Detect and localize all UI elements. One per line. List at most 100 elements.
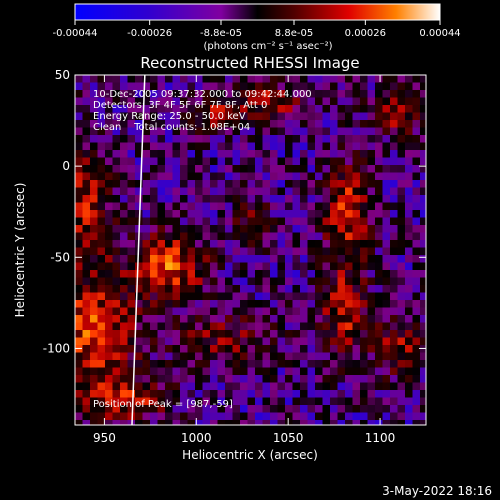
heatmap-cell: [240, 315, 248, 323]
heatmap-cell: [112, 225, 121, 233]
heatmap-cell: [360, 397, 368, 406]
heatmap-cell: [270, 135, 278, 143]
heatmap-cell: [375, 82, 383, 91]
heatmap-cell: [277, 405, 286, 413]
heatmap-cell: [142, 240, 151, 248]
heatmap-cell: [112, 127, 121, 136]
heatmap-cell: [150, 82, 158, 91]
heatmap-cell: [322, 330, 331, 338]
heatmap-cell: [217, 285, 226, 293]
heatmap-cell: [390, 97, 398, 106]
heatmap-cell: [97, 270, 106, 278]
heatmap-cell: [180, 240, 188, 248]
heatmap-cell: [330, 345, 338, 353]
heatmap-cell: [195, 217, 203, 226]
heatmap-cell: [105, 360, 113, 368]
heatmap-cell: [217, 217, 226, 226]
heatmap-cell: [322, 105, 331, 113]
heatmap-cell: [75, 292, 83, 301]
heatmap-cell: [165, 97, 173, 106]
heatmap-cell: [315, 262, 323, 271]
heatmap-cell: [142, 277, 151, 286]
heatmap-cell: [97, 127, 106, 136]
heatmap-cell: [165, 225, 173, 233]
heatmap-cell: [412, 97, 421, 106]
heatmap-cell: [82, 232, 91, 241]
heatmap-cell: [150, 255, 158, 263]
heatmap-cell: [360, 420, 368, 425]
heatmap-cell: [382, 315, 391, 323]
heatmap-cell: [82, 97, 91, 106]
heatmap-cell: [150, 247, 158, 256]
heatmap-cell: [397, 247, 406, 256]
heatmap-cell: [120, 255, 128, 263]
heatmap-cell: [262, 120, 271, 128]
heatmap-cell: [292, 390, 301, 398]
heatmap-cell: [202, 172, 211, 181]
heatmap-cell: [315, 345, 323, 353]
heatmap-cell: [165, 315, 173, 323]
heatmap-cell: [345, 330, 353, 338]
heatmap-cell: [180, 412, 188, 421]
heatmap-cell: [360, 187, 368, 196]
heatmap-cell: [135, 165, 143, 173]
heatmap-cell: [97, 120, 106, 128]
heatmap-cell: [187, 352, 196, 361]
heatmap-cell: [82, 90, 91, 98]
heatmap-cell: [135, 382, 143, 391]
heatmap-cell: [285, 420, 293, 425]
heatmap-cell: [180, 285, 188, 293]
heatmap-cell: [270, 225, 278, 233]
heatmap-cell: [75, 247, 83, 256]
heatmap-cell: [315, 232, 323, 241]
heatmap-cell: [232, 82, 241, 91]
heatmap-cell: [277, 210, 286, 218]
heatmap-cell: [240, 360, 248, 368]
heatmap-cell: [90, 225, 98, 233]
heatmap-cell: [292, 345, 301, 353]
heatmap-cell: [270, 142, 278, 151]
heatmap-cell: [225, 187, 233, 196]
heatmap-cell: [345, 412, 353, 421]
heatmap-cell: [367, 397, 376, 406]
heatmap-cell: [120, 397, 128, 406]
heatmap-cell: [277, 82, 286, 91]
heatmap-cell: [202, 375, 211, 383]
x-tick-label: 1100: [365, 431, 396, 445]
heatmap-cell: [232, 352, 241, 361]
heatmap-cell: [352, 405, 361, 413]
heatmap-cell: [120, 112, 128, 121]
heatmap-cell: [112, 232, 121, 241]
heatmap-cell: [157, 75, 166, 83]
heatmap-cell: [225, 135, 233, 143]
heatmap-cell: [367, 210, 376, 218]
heatmap-cell: [187, 120, 196, 128]
heatmap-cell: [112, 352, 121, 361]
heatmap-cell: [300, 105, 308, 113]
heatmap-cell: [240, 367, 248, 376]
heatmap-cell: [97, 262, 106, 271]
colorbar-tick-label: -8.8e-05: [200, 28, 242, 39]
heatmap-cell: [180, 225, 188, 233]
heatmap-cell: [345, 172, 353, 181]
heatmap-cell: [367, 277, 376, 286]
heatmap-cell: [150, 180, 158, 188]
heatmap-cell: [375, 360, 383, 368]
heatmap-cell: [195, 405, 203, 413]
heatmap-cell: [172, 142, 181, 151]
heatmap-cell: [225, 120, 233, 128]
heatmap-cell: [202, 255, 211, 263]
heatmap-cell: [315, 90, 323, 98]
heatmap-cell: [105, 345, 113, 353]
heatmap-cell: [180, 127, 188, 136]
heatmap-cell: [337, 270, 346, 278]
heatmap-cell: [75, 187, 83, 196]
heatmap-cell: [405, 150, 413, 158]
heatmap-cell: [382, 97, 391, 106]
heatmap-cell: [360, 172, 368, 181]
heatmap-cell: [375, 300, 383, 308]
heatmap-cell: [232, 412, 241, 421]
heatmap-cell: [345, 150, 353, 158]
heatmap-cell: [412, 82, 421, 91]
heatmap-cell: [165, 180, 173, 188]
